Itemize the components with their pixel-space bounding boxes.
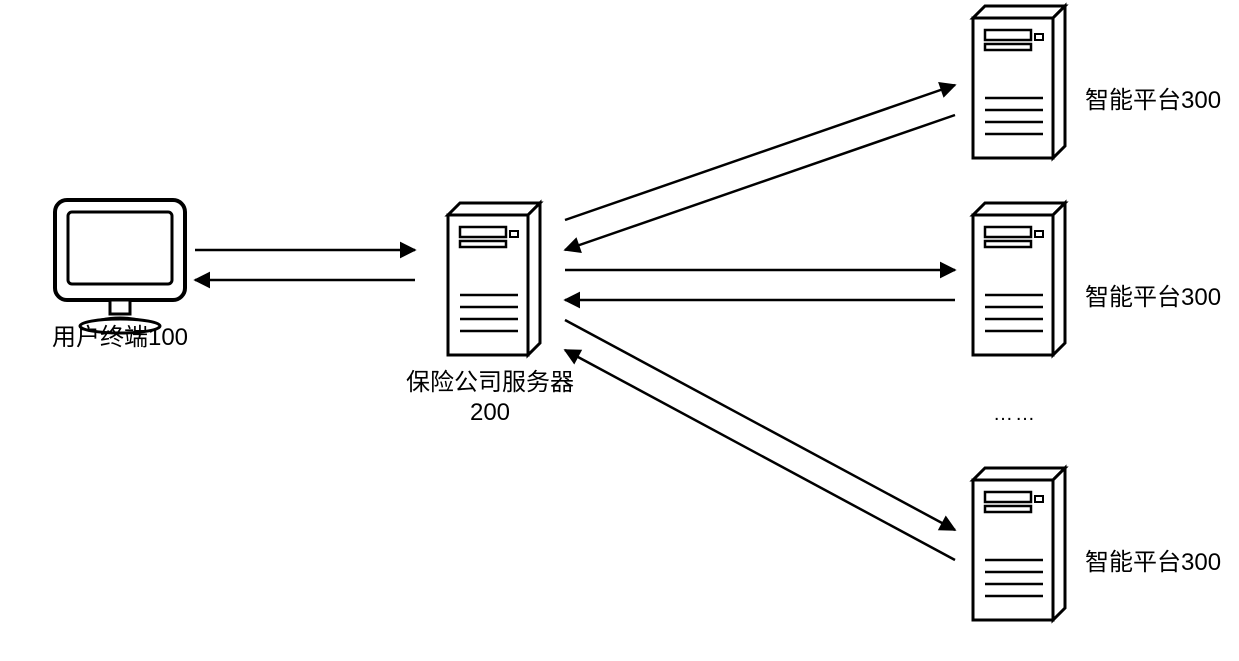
user-terminal-icon <box>55 200 185 333</box>
arrow-2 <box>565 85 955 220</box>
platform3-label: 智能平台300 <box>1085 549 1221 576</box>
arrow-6 <box>565 320 955 530</box>
platform1-icon <box>973 6 1065 158</box>
connection-arrows <box>195 85 955 560</box>
platform2-icon <box>973 203 1065 355</box>
user-terminal-label: 用户终端100 <box>52 324 188 351</box>
arrow-3 <box>565 115 955 250</box>
platform3-icon <box>973 468 1065 620</box>
ellipsis-label: …… <box>993 403 1037 425</box>
platform2-label: 智能平台300 <box>1085 284 1221 311</box>
center-server-icon <box>448 203 540 355</box>
center-server-label-line2: 200 <box>470 399 510 426</box>
center-server-label-line1: 保险公司服务器 <box>406 369 574 396</box>
arrow-7 <box>565 350 955 560</box>
platform1-label: 智能平台300 <box>1085 87 1221 114</box>
